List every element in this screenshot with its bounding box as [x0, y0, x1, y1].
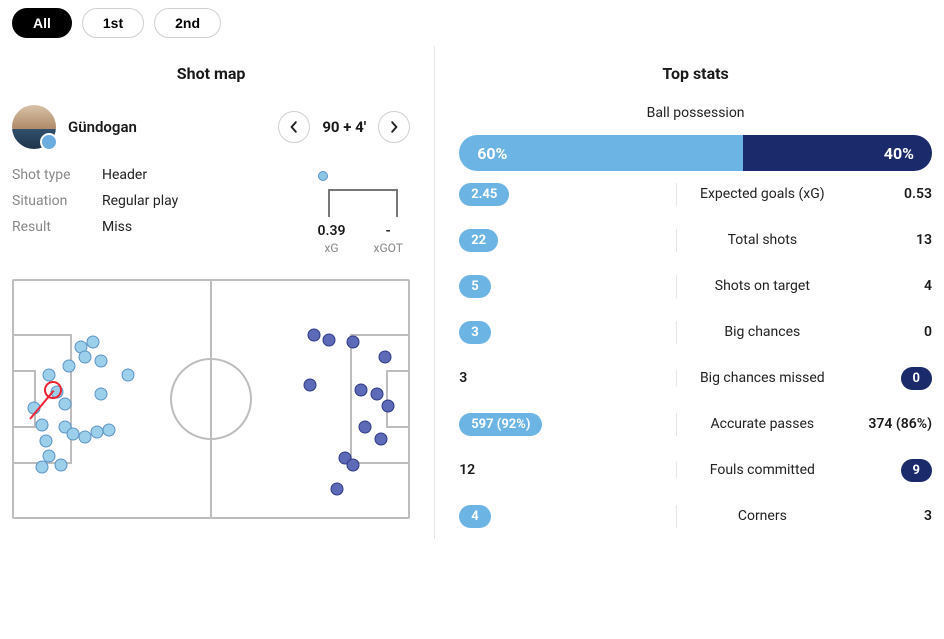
stat-home-value: 597 (92%): [459, 413, 676, 436]
away-shot-dot[interactable]: [354, 383, 367, 396]
away-shot-dot[interactable]: [358, 421, 371, 434]
possession-home: 60%: [459, 135, 743, 171]
stat-away-value: 0: [848, 324, 932, 340]
next-shot-button[interactable]: [378, 111, 410, 143]
tab-second-half[interactable]: 2nd: [154, 8, 221, 38]
away-shot-dot[interactable]: [378, 350, 391, 363]
home-shot-dot[interactable]: [102, 423, 115, 436]
shot-time: 90 + 4': [322, 118, 366, 136]
stat-away-value: 374 (86%): [848, 416, 932, 432]
home-shot-dot[interactable]: [39, 435, 52, 448]
situation-label: Situation: [12, 193, 102, 209]
away-shot-dot[interactable]: [307, 329, 320, 342]
stat-away-value: 4: [848, 278, 932, 294]
away-shot-dot[interactable]: [382, 400, 395, 413]
stat-away-value: 3: [848, 508, 932, 524]
xgot-value: -: [373, 223, 402, 239]
shot-type-value: Header: [102, 167, 147, 183]
result-value: Miss: [102, 219, 132, 235]
stat-row: 22 Total shots 13: [459, 217, 932, 263]
stat-name: Fouls committed: [710, 462, 815, 478]
stat-name: Shots on target: [715, 278, 810, 294]
stat-name: Expected goals (xG): [700, 186, 825, 202]
away-shot-dot[interactable]: [347, 336, 360, 349]
stat-row: 3 Big chances missed 0: [459, 355, 932, 401]
tab-first-half[interactable]: 1st: [82, 8, 144, 38]
stat-home-value: 22: [459, 229, 676, 252]
stat-row: 2.45 Expected goals (xG) 0.53: [459, 171, 932, 217]
stat-home-value: 3: [459, 321, 676, 344]
xg-value: 0.39: [318, 223, 346, 239]
stat-row: 597 (92%) Accurate passes 374 (86%): [459, 401, 932, 447]
shot-placement-dot: [318, 171, 328, 181]
home-shot-dot[interactable]: [59, 397, 72, 410]
stat-name: Big chances: [724, 324, 800, 340]
stat-home-value: 4: [459, 505, 676, 528]
stat-name: Accurate passes: [711, 416, 815, 432]
shot-type-label: Shot type: [12, 167, 102, 183]
chevron-right-icon: [388, 121, 400, 133]
away-shot-dot[interactable]: [303, 378, 316, 391]
stat-name: Corners: [738, 508, 787, 524]
stat-home-value: 5: [459, 275, 676, 298]
possession-label: Ball possession: [459, 105, 932, 121]
player-name: Gündogan: [68, 118, 137, 136]
away-shot-dot[interactable]: [374, 433, 387, 446]
mini-goal: 0.39 xG - xGOT: [310, 167, 410, 255]
stat-away-value: 13: [848, 232, 932, 248]
goal-frame-icon: [328, 189, 398, 217]
situation-value: Regular play: [102, 193, 178, 209]
home-shot-dot[interactable]: [55, 459, 68, 472]
shot-map-title: Shot map: [12, 64, 410, 83]
prev-shot-button[interactable]: [278, 111, 310, 143]
away-shot-dot[interactable]: [370, 388, 383, 401]
home-shot-dot[interactable]: [78, 350, 91, 363]
stat-home-value: 3: [459, 370, 676, 386]
xg-label: xG: [318, 241, 346, 255]
stat-row: 5 Shots on target 4: [459, 263, 932, 309]
stat-home-value: 12: [459, 462, 676, 478]
away-shot-dot[interactable]: [331, 482, 344, 495]
stat-row: 4 Corners 3: [459, 493, 932, 539]
home-shot-dot[interactable]: [94, 388, 107, 401]
stats-list: 2.45 Expected goals (xG) 0.53 22 Total shots…: [459, 171, 932, 539]
top-stats-section: Top stats Ball possession 60% 40% 2.45 Ex…: [435, 46, 932, 539]
home-shot-dot[interactable]: [86, 336, 99, 349]
away-shot-dot[interactable]: [323, 334, 336, 347]
pitch-map[interactable]: [12, 279, 410, 519]
team-badge-icon: [40, 133, 58, 151]
stat-away-value: 9: [848, 459, 932, 482]
possession-away: 40%: [743, 135, 932, 171]
home-shot-dot[interactable]: [122, 369, 135, 382]
stat-row: 3 Big chances 0: [459, 309, 932, 355]
player-avatar: [12, 105, 56, 149]
stat-name: Total shots: [728, 232, 797, 248]
home-shot-dot[interactable]: [43, 449, 56, 462]
pitch-center-circle: [170, 358, 252, 440]
home-shot-dot[interactable]: [63, 359, 76, 372]
away-shot-dot[interactable]: [347, 459, 360, 472]
tabs-row: All 1st 2nd: [0, 0, 944, 46]
home-shot-dot[interactable]: [94, 355, 107, 368]
home-shot-dot[interactable]: [35, 461, 48, 474]
xgot-label: xGOT: [373, 241, 402, 255]
stat-row: 12 Fouls committed 9: [459, 447, 932, 493]
stat-away-value: 0.53: [848, 186, 932, 202]
top-stats-title: Top stats: [459, 64, 932, 83]
tab-all[interactable]: All: [12, 8, 72, 38]
shot-details: Shot type Header Situation Regular play …: [12, 167, 178, 245]
chevron-left-icon: [288, 121, 300, 133]
result-label: Result: [12, 219, 102, 235]
possession-bar: 60% 40%: [459, 135, 932, 171]
stat-home-value: 2.45: [459, 183, 676, 206]
pitch-six-left: [14, 370, 36, 428]
shot-map-section: Shot map Gündogan 90 + 4': [12, 46, 435, 539]
stat-away-value: 0: [848, 367, 932, 390]
stat-name: Big chances missed: [700, 370, 825, 386]
home-shot-dot[interactable]: [35, 418, 48, 431]
